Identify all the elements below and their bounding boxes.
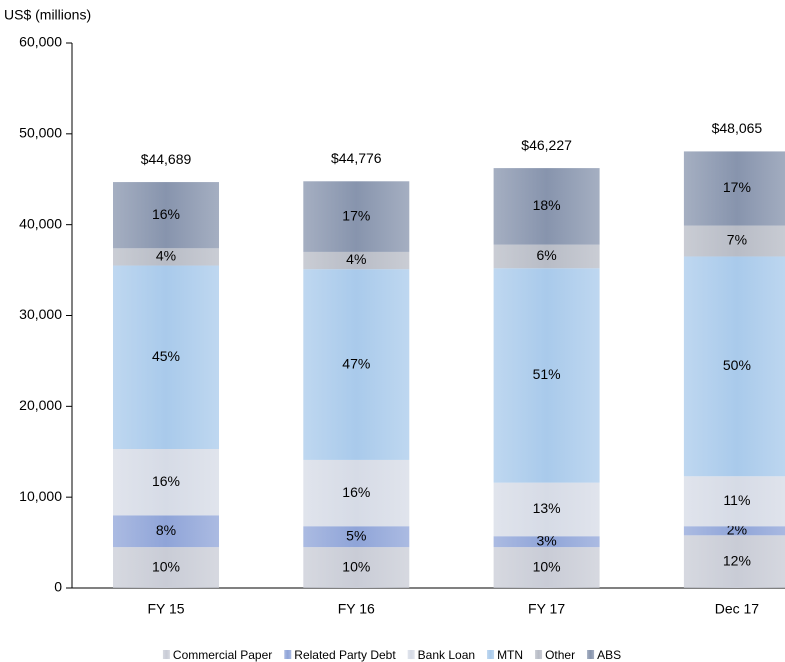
segment-label: 10% bbox=[533, 558, 561, 574]
x-tick-label: FY 16 bbox=[338, 601, 375, 617]
segment-label: 18% bbox=[533, 197, 561, 213]
legend-label: MTN bbox=[497, 648, 523, 662]
bar-segment bbox=[303, 181, 410, 252]
segment-label: 3% bbox=[536, 532, 556, 548]
segment-label: 13% bbox=[533, 500, 561, 516]
segment-label: 17% bbox=[723, 179, 751, 195]
bar-segment bbox=[683, 526, 785, 536]
legend-label: ABS bbox=[597, 648, 621, 662]
bar-segment bbox=[493, 168, 600, 245]
y-tick-label: 10,000 bbox=[19, 488, 62, 504]
segment-label: 10% bbox=[152, 558, 180, 574]
legend-swatch bbox=[284, 650, 292, 659]
legend-swatch bbox=[535, 650, 543, 659]
segment-label: 10% bbox=[342, 558, 370, 574]
y-tick-label: 60,000 bbox=[19, 34, 62, 50]
segment-label: 51% bbox=[533, 366, 561, 382]
segment-label: 8% bbox=[156, 522, 176, 538]
bar-segment bbox=[683, 256, 785, 477]
x-tick-label: FY 15 bbox=[147, 601, 184, 617]
segment-label: 47% bbox=[342, 355, 370, 371]
bar-segment bbox=[303, 459, 410, 527]
bar-segment bbox=[113, 515, 219, 548]
segment-label: 6% bbox=[536, 247, 556, 263]
y-tick-label: 50,000 bbox=[19, 125, 62, 141]
legend: Commercial Paper Related Party Debt Bank L… bbox=[162, 648, 621, 662]
bar-segment bbox=[113, 547, 219, 588]
legend-label: Other bbox=[545, 648, 575, 662]
y-tick-label: 20,000 bbox=[19, 397, 62, 413]
x-tick-label: FY 17 bbox=[528, 601, 565, 617]
bar-segment bbox=[683, 151, 785, 226]
legend-label: Related Party Debt bbox=[294, 648, 396, 662]
segment-label: 4% bbox=[346, 251, 366, 267]
segment-label: 11% bbox=[723, 492, 750, 508]
legend-swatch bbox=[587, 650, 595, 659]
bar-segment bbox=[303, 269, 410, 460]
bar-segment bbox=[493, 244, 600, 269]
legend-label: Bank Loan bbox=[418, 648, 475, 662]
bar-segment bbox=[113, 248, 219, 266]
total-label: $48,065 bbox=[712, 120, 763, 136]
segment-label: 50% bbox=[723, 357, 751, 373]
bar-segment bbox=[303, 251, 410, 270]
total-label: $44,689 bbox=[141, 151, 192, 167]
segment-label: 16% bbox=[152, 473, 180, 489]
bar-segment bbox=[303, 547, 410, 588]
segment-label: 7% bbox=[727, 232, 747, 248]
x-tick-label: Dec 17 bbox=[715, 601, 760, 617]
bar-segment bbox=[683, 476, 785, 527]
total-label: $44,776 bbox=[331, 150, 382, 166]
y-tick-label: 40,000 bbox=[19, 215, 62, 231]
bar-segment bbox=[683, 225, 785, 257]
bar-segment bbox=[683, 535, 785, 588]
y-axis-label: US$ (millions) bbox=[4, 7, 91, 23]
bar-segment bbox=[113, 449, 219, 516]
bar-segment bbox=[113, 182, 219, 249]
legend-label: Commercial Paper bbox=[173, 648, 272, 662]
bar-segment bbox=[493, 536, 600, 548]
y-tick-label: 0 bbox=[54, 579, 62, 595]
bar-segment bbox=[493, 268, 600, 483]
legend-swatch bbox=[487, 650, 495, 659]
segment-label: 17% bbox=[342, 207, 370, 223]
segment-label: 16% bbox=[152, 206, 180, 222]
y-tick-label: 30,000 bbox=[19, 306, 62, 322]
segment-label: 5% bbox=[346, 527, 366, 543]
legend-swatch bbox=[162, 650, 170, 659]
bar-segment bbox=[493, 482, 600, 537]
bar-segment bbox=[493, 547, 600, 588]
segment-label: 4% bbox=[156, 248, 176, 264]
bar-segment bbox=[113, 265, 219, 450]
total-label: $46,227 bbox=[521, 137, 572, 153]
segment-label: 16% bbox=[342, 484, 370, 500]
legend-swatch bbox=[407, 650, 415, 659]
bar-segment bbox=[303, 526, 410, 548]
segment-label: 45% bbox=[152, 348, 180, 364]
segment-label: 12% bbox=[723, 552, 751, 568]
